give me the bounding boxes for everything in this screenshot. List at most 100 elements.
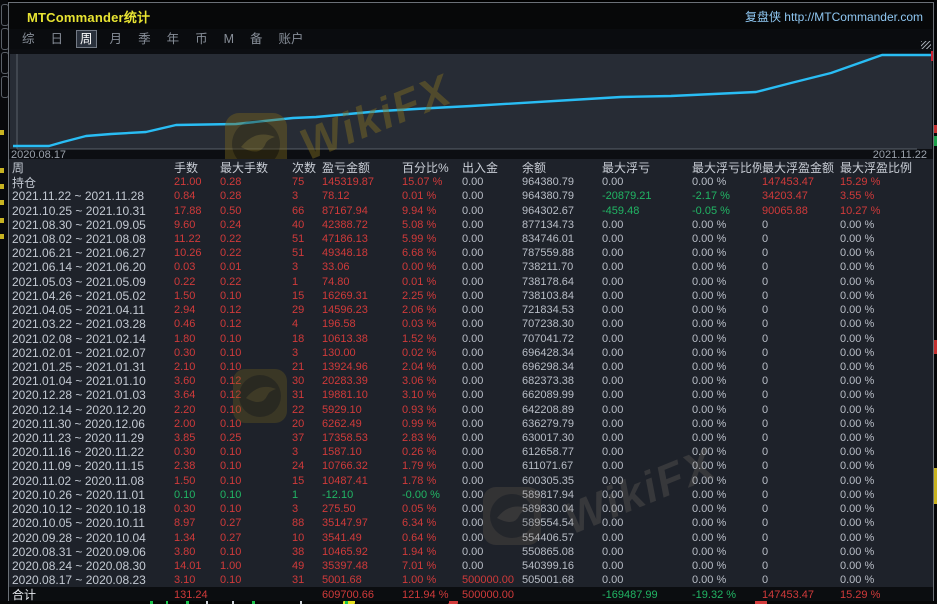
cell: 500000.00 <box>462 588 514 601</box>
table-row[interactable]: 2020.10.12 ~ 2020.10.18 0.30 0.10 3 275.50 0.… <box>9 502 933 516</box>
table-row[interactable]: 2021.10.25 ~ 2021.10.31 17.88 0.50 66 87167.… <box>9 203 933 218</box>
column-header[interactable]: 最大浮亏 <box>602 160 651 175</box>
cell: 22 <box>292 403 305 416</box>
table-row[interactable]: 2021.06.21 ~ 2021.06.27 10.26 0.22 51 49348.… <box>9 246 933 260</box>
row-label: 2021.08.30 ~ 2021.09.05 <box>12 217 146 232</box>
table-row[interactable]: 2021.03.22 ~ 2021.03.28 0.46 0.12 4 196.58 0.… <box>9 317 933 331</box>
cell: 1.80 <box>174 332 196 345</box>
cell: 630017.30 <box>522 432 574 445</box>
menu-item-M[interactable]: M <box>223 32 235 46</box>
column-header[interactable]: 最大手数 <box>220 160 269 175</box>
table-row[interactable]: 2020.12.14 ~ 2020.12.20 2.20 0.10 22 5929.10… <box>9 403 933 417</box>
cell: 9.94 % <box>402 204 437 217</box>
table-row[interactable]: 持仓 21.00 0.28 75 145319.87 15.07 % 0.00 964380.… <box>9 175 933 190</box>
cell: 0.12 <box>220 304 242 317</box>
background-artifact <box>345 601 348 604</box>
column-header[interactable]: 周 <box>12 160 25 175</box>
menu-item-季[interactable]: 季 <box>138 32 151 46</box>
table-row[interactable]: 2020.11.09 ~ 2020.11.15 2.38 0.10 24 10766.3… <box>9 459 933 473</box>
table-row[interactable]: 2021.04.26 ~ 2021.05.02 1.50 0.10 15 16269.3… <box>9 289 933 303</box>
row-label: 2020.10.12 ~ 2020.10.18 <box>12 502 146 517</box>
background-artifact <box>252 601 255 604</box>
table-row[interactable]: 2020.09.28 ~ 2020.10.04 1.34 0.27 10 3541.49… <box>9 530 933 545</box>
table-row[interactable]: 2020.11.16 ~ 2020.11.22 0.30 0.10 3 1587.10 0… <box>9 445 933 459</box>
row-label: 2021.11.22 ~ 2021.11.28 <box>12 189 145 204</box>
menu-item-周[interactable]: 周 <box>76 30 97 48</box>
table-row[interactable]: 2021.06.14 ~ 2021.06.20 0.03 0.01 3 33.06 0.0… <box>9 260 933 274</box>
cell: 609700.66 <box>322 588 374 601</box>
menu-item-币[interactable]: 币 <box>195 32 208 46</box>
column-header[interactable]: 百分比% <box>402 160 449 175</box>
cell: 0.00 % <box>692 531 727 544</box>
column-header[interactable]: 手数 <box>174 160 199 175</box>
table-row[interactable]: 2020.10.26 ~ 2020.11.01 0.10 0.10 1 -12.10 -0… <box>9 488 933 502</box>
background-window-right-edge <box>934 0 937 604</box>
cell: 0.00 % <box>840 346 875 359</box>
cell: 13924.96 <box>322 360 368 373</box>
cell: 0 <box>762 446 769 459</box>
cell: 0 <box>762 460 769 473</box>
resize-grip-icon[interactable] <box>921 41 931 49</box>
column-header[interactable]: 次数 <box>292 160 317 175</box>
menu-item-日[interactable]: 日 <box>50 32 64 46</box>
table-row[interactable]: 2020.12.28 ~ 2021.01.03 3.64 0.12 31 19881.1… <box>9 388 933 402</box>
table-row[interactable]: 2021.08.30 ~ 2021.09.05 9.60 0.24 40 42388.7… <box>9 218 933 232</box>
title-bar: MTCommander统计 复盘侠 http://MTCommander.com <box>9 3 933 29</box>
cell: 0.01 <box>220 261 242 274</box>
table-row[interactable]: 2021.01.25 ~ 2021.01.31 2.10 0.10 21 13924.9… <box>9 360 933 374</box>
menu-item-综[interactable]: 综 <box>22 32 35 46</box>
cell: 2.83 % <box>402 432 437 445</box>
menu-item-年[interactable]: 年 <box>166 32 180 46</box>
chart-end-date: 2021.11.22 <box>872 149 927 161</box>
row-label: 2021.08.02 ~ 2021.08.08 <box>12 231 146 246</box>
row-label: 2020.10.26 ~ 2020.11.01 <box>12 487 145 502</box>
column-header[interactable]: 最大浮亏比例 <box>692 160 762 175</box>
cell: 11.22 <box>174 232 201 245</box>
cell: 0.00 <box>462 318 484 331</box>
table-row[interactable]: 2020.11.23 ~ 2020.11.29 3.85 0.25 37 17358.5… <box>9 431 933 445</box>
row-label: 2021.02.08 ~ 2021.02.14 <box>12 331 146 346</box>
table-row[interactable]: 2020.08.24 ~ 2020.08.30 14.01 1.00 49 35397.… <box>9 559 933 573</box>
row-label: 2021.04.05 ~ 2021.04.11 <box>12 303 145 318</box>
column-header[interactable]: 出入金 <box>462 160 499 175</box>
cell: 0.00 <box>602 531 624 544</box>
table-row[interactable]: 2021.08.02 ~ 2021.08.08 11.22 0.22 51 47186.… <box>9 232 933 246</box>
total-row[interactable]: 合计 131.24 609700.66 121.94 % 500000.00 -16948… <box>9 587 933 603</box>
cell: 0.00 % <box>692 375 727 388</box>
cell: 0.00 <box>462 403 484 416</box>
table-row[interactable]: 2021.01.04 ~ 2021.01.10 3.60 0.12 30 20283.3… <box>9 374 933 388</box>
cell: 0.00 <box>602 517 624 530</box>
cell: 0.00 % <box>840 261 875 274</box>
table-row[interactable]: 2021.04.05 ~ 2021.04.11 2.94 0.12 29 14596.2… <box>9 303 933 317</box>
cell: 0.00 <box>462 289 484 302</box>
cell: 0.00 <box>462 176 484 189</box>
table-row[interactable]: 2020.08.31 ~ 2020.09.06 3.80 0.10 38 10465.9… <box>9 545 933 559</box>
column-header[interactable]: 余额 <box>522 160 547 175</box>
table-row[interactable]: 2020.10.05 ~ 2020.10.11 8.97 0.27 88 35147.9… <box>9 516 933 530</box>
table-row[interactable]: 2021.02.08 ~ 2021.02.14 1.80 0.10 18 10613.3… <box>9 331 933 346</box>
cell: 147453.47 <box>762 176 814 189</box>
cell: 5001.68 <box>322 574 362 587</box>
cell: 0.28 <box>220 176 242 189</box>
table-row[interactable]: 2021.11.22 ~ 2021.11.28 0.84 0.28 3 78.12 0.0… <box>9 189 933 203</box>
cell: 38 <box>292 545 305 558</box>
table-row[interactable]: 2021.05.03 ~ 2021.05.09 0.22 0.22 1 74.80 0.0… <box>9 275 933 289</box>
table-row[interactable]: 2020.11.30 ~ 2020.12.06 2.00 0.10 20 6262.49… <box>9 417 933 431</box>
column-header[interactable]: 最大浮盈比例 <box>840 160 913 175</box>
window-title: MTCommander统计 <box>27 9 151 25</box>
menu-item-账户[interactable]: 账户 <box>278 32 304 46</box>
cell: 0.10 <box>220 417 242 430</box>
menu-item-月[interactable]: 月 <box>109 32 123 46</box>
menu-item-备[interactable]: 备 <box>250 32 263 46</box>
brand-link[interactable]: 复盘侠 http://MTCommander.com <box>744 9 923 24</box>
column-header[interactable]: 盈亏金额 <box>322 160 371 175</box>
cell: 0.00 <box>462 190 484 203</box>
cell: 0.00 % <box>402 261 437 274</box>
table-row[interactable]: 2020.08.17 ~ 2020.08.23 3.10 0.10 31 5001.68… <box>9 573 933 587</box>
background-window-left-edge <box>0 0 9 604</box>
table-row[interactable]: 2021.02.01 ~ 2021.02.07 0.30 0.10 3 130.00 0.… <box>9 346 933 360</box>
cell: 0.00 % <box>692 460 727 473</box>
cell: 505001.68 <box>522 574 574 587</box>
column-header[interactable]: 最大浮盈金额 <box>762 160 835 175</box>
table-row[interactable]: 2020.11.02 ~ 2020.11.08 1.50 0.10 15 10487.4… <box>9 474 933 488</box>
